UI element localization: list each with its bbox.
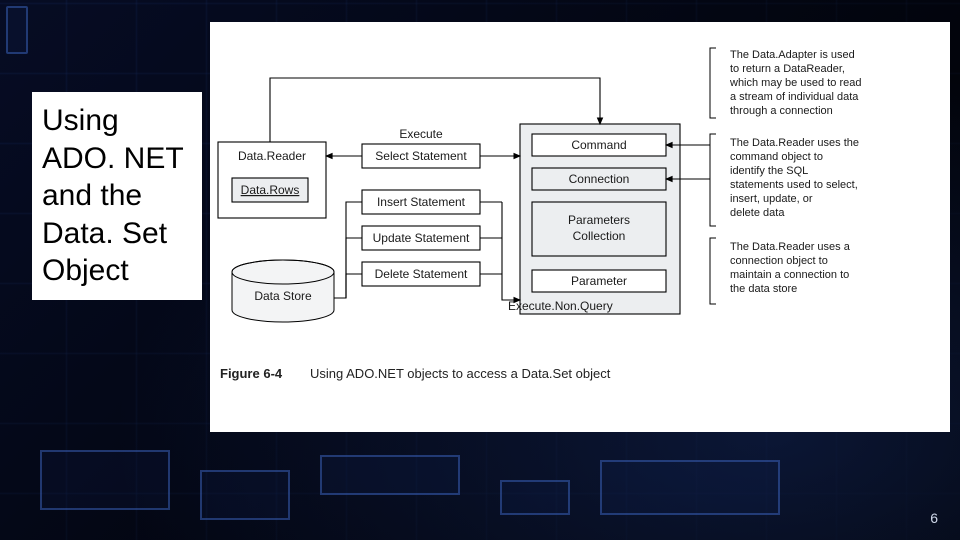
datarows-label: Data.Rows <box>241 183 300 197</box>
connection-label: Connection <box>569 172 630 186</box>
datastore-label: Data Store <box>254 289 312 303</box>
select-label: Select Statement <box>375 149 467 163</box>
edge-store-update <box>346 238 362 298</box>
slide-title: Using ADO. NET and the Data. Set Object <box>32 92 202 300</box>
annotation-2: The Data.Reader uses the command object … <box>730 137 859 219</box>
delete-label: Delete Statement <box>375 267 468 281</box>
bracket-2 <box>710 134 716 226</box>
datareader-label: Data.Reader <box>238 149 306 163</box>
svg-text:identify the SQL: identify the SQL <box>730 165 808 177</box>
svg-text:maintain a connection to: maintain a connection to <box>730 269 849 281</box>
edge-store-delete <box>346 274 362 298</box>
title-line: Using <box>42 102 196 140</box>
diagram-svg: Data.Reader Data.Rows Execute Select Sta… <box>210 22 950 432</box>
insert-label: Insert Statement <box>377 195 466 209</box>
parameter-label: Parameter <box>571 274 627 288</box>
figure-caption-text: Using ADO.NET objects to access a Data.S… <box>310 366 611 381</box>
svg-text:a stream of individual data: a stream of individual data <box>730 91 859 103</box>
datastore-cylinder: Data Store <box>232 260 334 322</box>
annotation-3: The Data.Reader uses a connection object… <box>730 241 851 295</box>
svg-text:command object to: command object to <box>730 151 823 163</box>
svg-text:which may be used to read: which may be used to read <box>729 77 861 89</box>
page-number: 6 <box>930 510 938 526</box>
svg-text:connection object to: connection object to <box>730 255 828 267</box>
figure-caption-number: Figure 6-4 <box>220 366 283 381</box>
title-line: Object <box>42 252 196 290</box>
bracket-3 <box>710 238 716 304</box>
svg-text:insert, update, or: insert, update, or <box>730 193 813 205</box>
command-label: Command <box>571 138 626 152</box>
svg-text:delete data: delete data <box>730 207 785 219</box>
title-line: Data. Set <box>42 215 196 253</box>
bracket-1 <box>710 48 716 118</box>
execnonquery-label: Execute.Non.Query <box>508 299 613 313</box>
edge-bus-command <box>502 202 520 300</box>
svg-text:to return a DataReader,: to return a DataReader, <box>730 63 845 75</box>
update-label: Update Statement <box>373 231 470 245</box>
svg-text:The Data.Reader uses the: The Data.Reader uses the <box>730 137 859 149</box>
annotation-1: The Data.Adapter is used to return a Dat… <box>729 49 861 117</box>
svg-text:the data store: the data store <box>730 283 797 295</box>
svg-text:The Data.Adapter is used: The Data.Adapter is used <box>730 49 855 61</box>
title-line: ADO. NET <box>42 140 196 178</box>
title-line: and the <box>42 177 196 215</box>
svg-text:The Data.Reader uses a: The Data.Reader uses a <box>730 241 851 253</box>
paramcoll-label-2: Collection <box>573 229 626 243</box>
paramcoll-label-1: Parameters <box>568 213 630 227</box>
diagram-figure: Data.Reader Data.Rows Execute Select Sta… <box>210 22 950 432</box>
svg-text:statements used to select,: statements used to select, <box>730 179 858 191</box>
svg-text:through a connection: through a connection <box>730 105 833 117</box>
edge-store-insert <box>334 202 362 298</box>
execute-label: Execute <box>399 127 443 141</box>
